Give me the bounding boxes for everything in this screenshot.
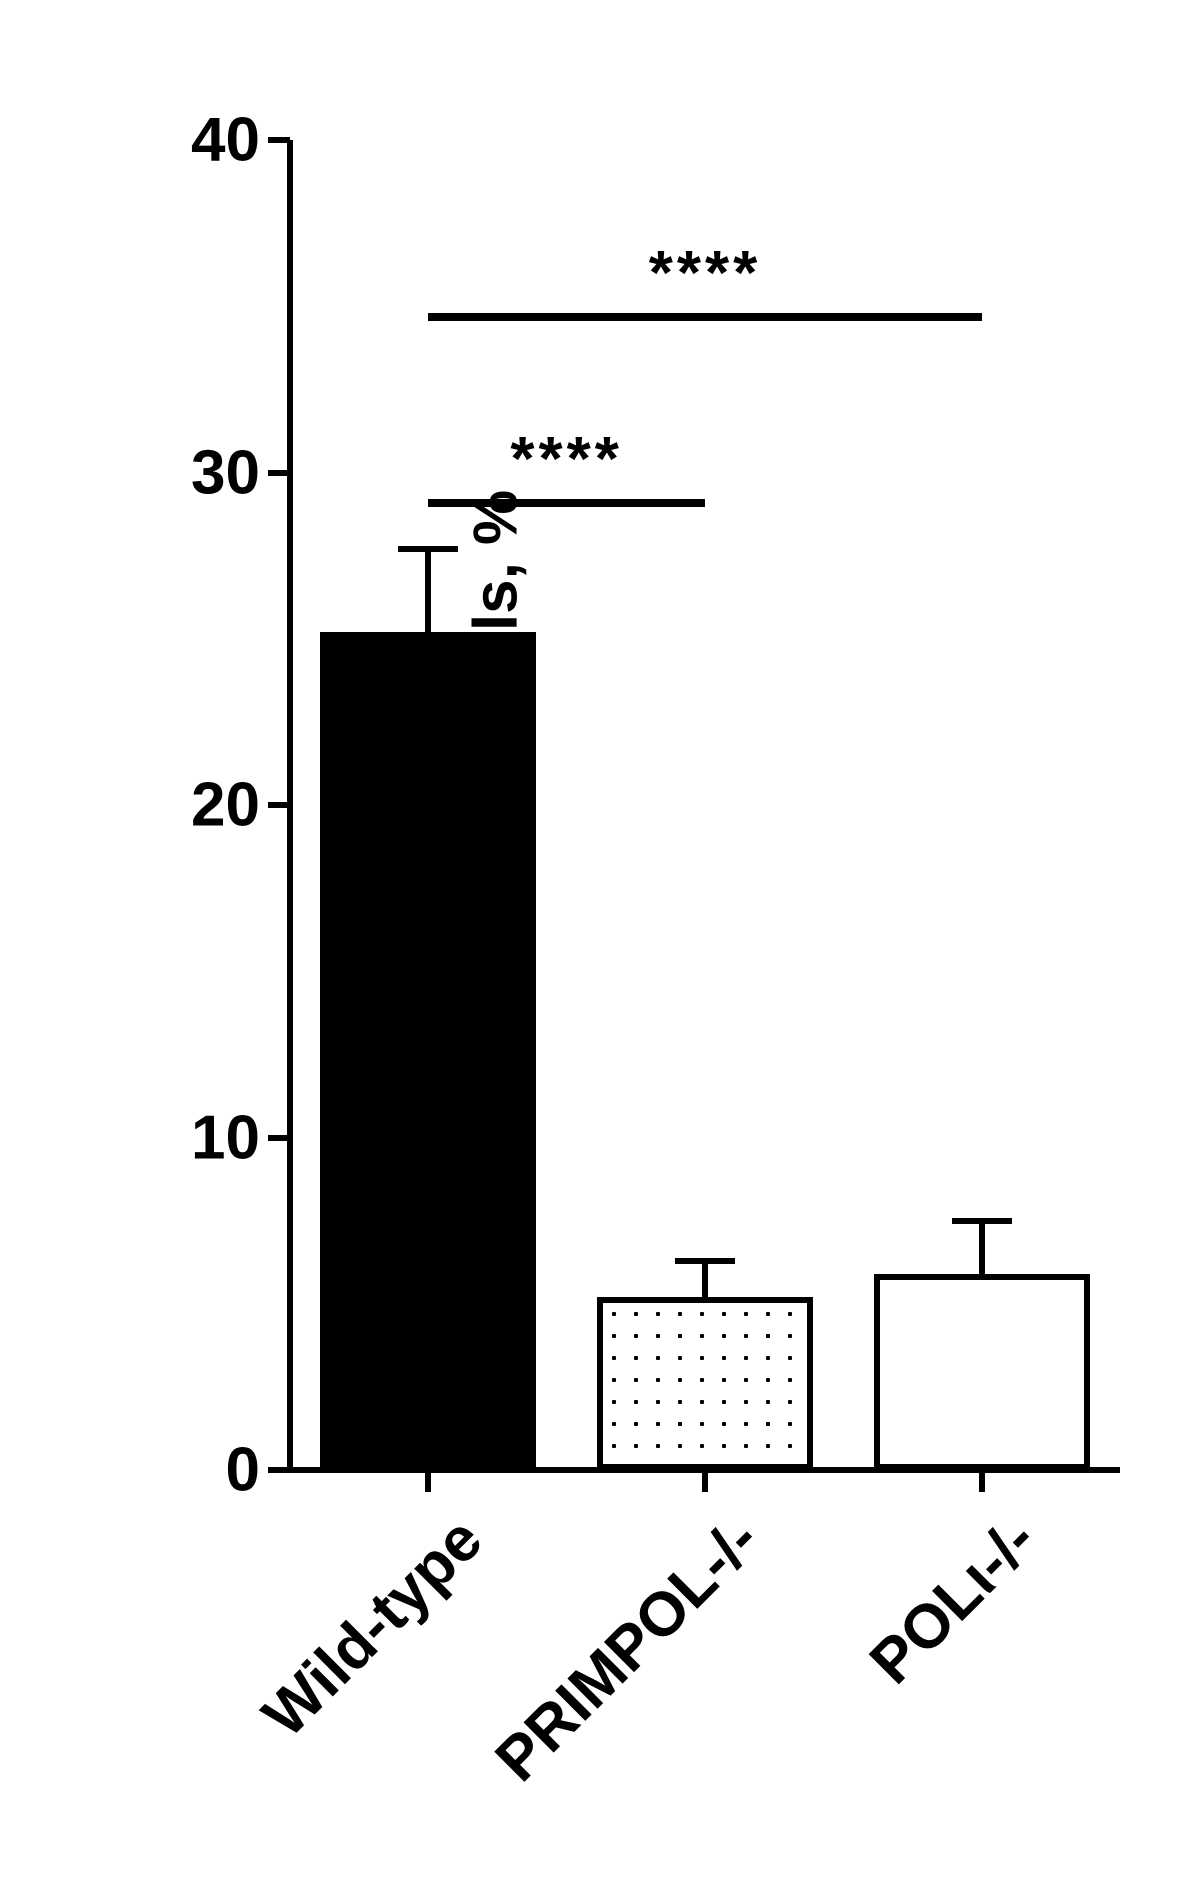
bar-wt [320,632,536,1470]
y-tick [268,137,290,143]
y-tick [268,802,290,808]
significance-bar [428,499,705,507]
y-tick-label: 0 [226,1435,260,1506]
y-tick [268,1135,290,1141]
errorbar-stem [979,1221,985,1274]
x-label-primpol: PRIMPOL-/- [468,1504,773,1809]
y-tick-label: 30 [191,437,260,508]
y-tick-label: 20 [191,770,260,841]
bar-poli [874,1274,1090,1470]
x-tick [425,1470,431,1492]
errorbar-cap [398,546,458,552]
y-tick-label: 40 [191,105,260,176]
y-tick [268,470,290,476]
y-tick [268,1467,290,1473]
significance-label: **** [649,238,762,309]
y-tick-label: 10 [191,1102,260,1173]
errorbar-cap [952,1218,1012,1224]
x-label-poli: POLι-/- [745,1504,1050,1809]
bar-primpol [597,1297,813,1470]
x-label-wt: Wild-type [192,1504,497,1809]
significance-bar [428,313,981,321]
x-tick [702,1470,708,1492]
plot-area: 010203040Wild-typePRIMPOL-/-POLι-/-*****… [290,140,1120,1470]
x-tick [979,1470,985,1492]
errorbar-cap [675,1258,735,1264]
migration-bar-chart: Proportion of migrated cells, % 01020304… [0,0,1199,1896]
errorbar-stem [702,1261,708,1298]
errorbar-stem [425,549,431,632]
significance-label: **** [510,424,623,495]
